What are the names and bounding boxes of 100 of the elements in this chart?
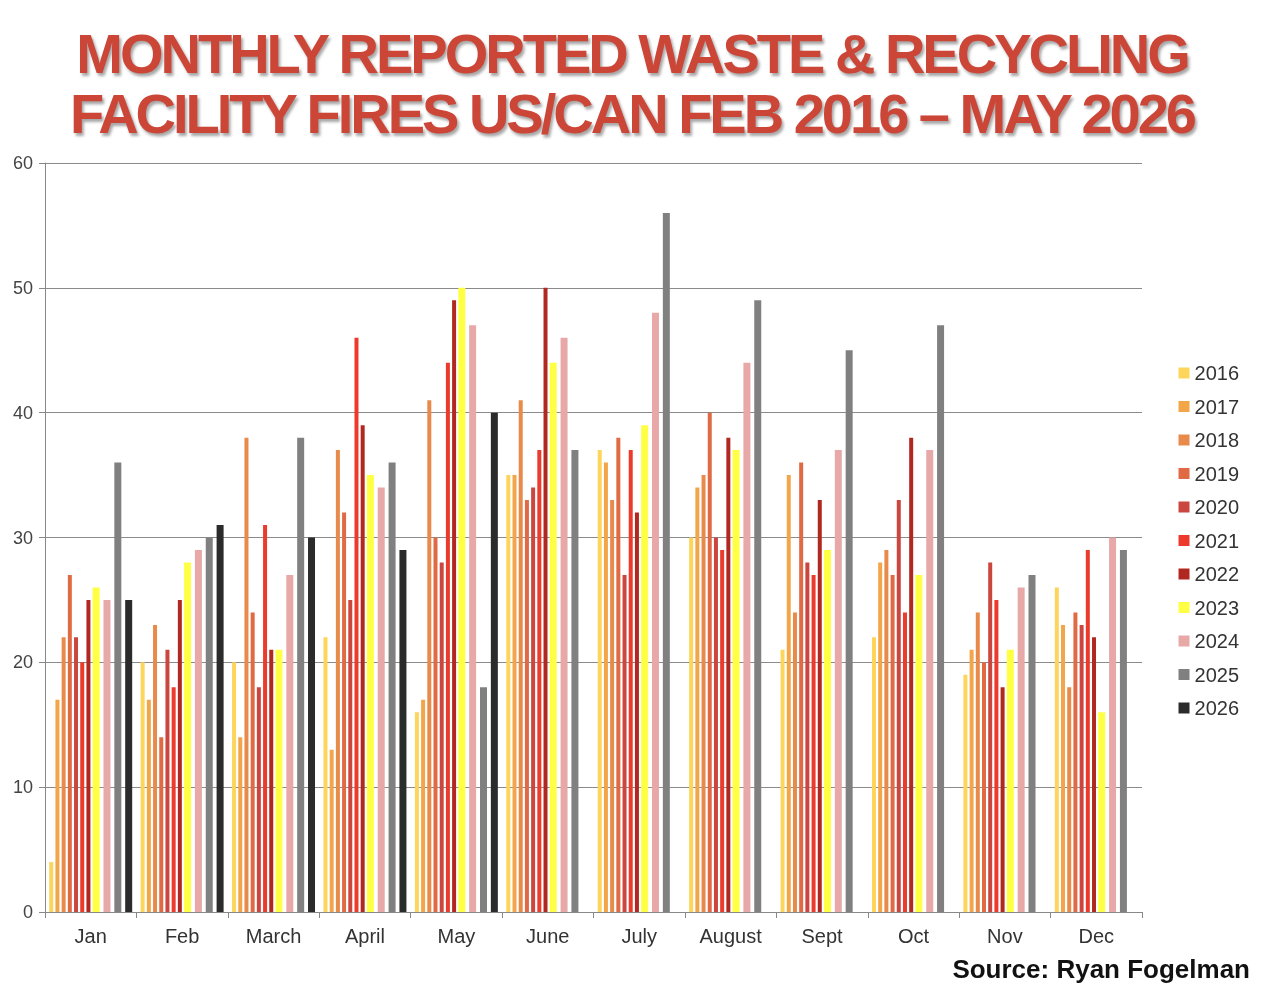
bar [792,612,797,912]
legend-label: 2026 [1194,697,1240,719]
bar [275,649,283,912]
bar [263,525,268,912]
y-tick-label: 30 [12,527,33,548]
bar [414,712,419,912]
bar [871,637,876,912]
bar [926,450,934,912]
bar [348,599,353,912]
x-tick-label: Nov [987,925,1023,947]
bar [597,450,602,912]
bar [878,562,883,912]
bar [61,637,66,912]
bar [329,749,334,912]
x-tick-label: June [526,925,570,947]
bar [543,287,548,912]
legend-label: 2020 [1194,496,1240,518]
legend-label: 2019 [1194,462,1240,485]
bar [963,674,968,912]
bar [86,599,91,912]
chart-title: MONTHLY REPORTED WASTE & RECYCLING FACILITY FIRES US/CAN FEB 2016 – MAY 2026 [69,22,1196,145]
bar [232,662,237,912]
bar [80,662,85,912]
legend-label: 2024 [1194,630,1240,652]
bar [713,537,718,912]
bar [256,687,261,912]
bar [458,287,466,912]
bar [165,649,170,912]
bar [531,487,536,912]
bar [433,537,438,912]
bar [560,337,568,912]
y-tick-label: 10 [12,777,33,798]
bar [811,574,816,912]
bar [799,462,804,912]
bar [780,649,785,912]
x-tick-label: Jan [74,925,107,947]
bar [140,662,145,912]
bar [969,649,974,912]
bar [1061,624,1066,912]
legend-label: 2023 [1194,596,1240,619]
bar [250,612,255,912]
bar [171,687,176,912]
bar [524,500,529,912]
bar [628,450,633,912]
bar [726,437,731,912]
x-tick-label: August [699,925,763,947]
bar [506,475,511,912]
y-tick-label: 60 [12,153,33,173]
x-tick-label: May [437,925,476,947]
bar [689,537,694,912]
bar [92,587,100,912]
bar [399,549,407,912]
bar [616,437,621,912]
bar [421,699,426,912]
bar [988,562,993,912]
bar [641,425,649,912]
legend-label: 2016 [1194,362,1240,384]
bar [269,649,274,912]
legend-label: 2022 [1194,563,1240,585]
bar [103,599,111,912]
bar [884,549,889,912]
bar [377,487,385,912]
bar [1067,687,1072,912]
bar [469,325,477,912]
bar [915,574,923,912]
x-tick-label: Feb [164,925,200,947]
bar [55,699,60,912]
legend-label: 2018 [1194,429,1240,451]
bar [153,624,158,912]
bar [323,637,328,912]
legend-label: 2017 [1194,395,1240,418]
bar [452,300,457,912]
bar [975,612,980,912]
bar [177,599,182,912]
bar [823,549,831,912]
bar [695,487,700,912]
x-tick-label: Sept [801,925,844,947]
bar [146,699,151,912]
bar [439,562,444,912]
x-tick-label: Oct [897,925,930,947]
legend-label: 2025 [1194,663,1240,686]
x-tick-label: March [245,925,302,947]
bar [427,400,432,912]
bar [834,450,842,912]
bar [1085,549,1090,912]
bar [1006,649,1014,912]
y-tick-label: 0 [22,902,33,922]
bar [994,599,999,912]
bar [238,737,243,912]
bar [67,574,72,912]
bar [308,537,316,912]
bar [1098,712,1106,912]
bar [701,475,706,912]
bar [817,500,822,912]
bar [537,450,542,912]
bar [360,425,365,912]
bar [74,637,79,912]
bar [366,475,374,912]
bar [732,450,740,912]
bar [805,562,810,912]
